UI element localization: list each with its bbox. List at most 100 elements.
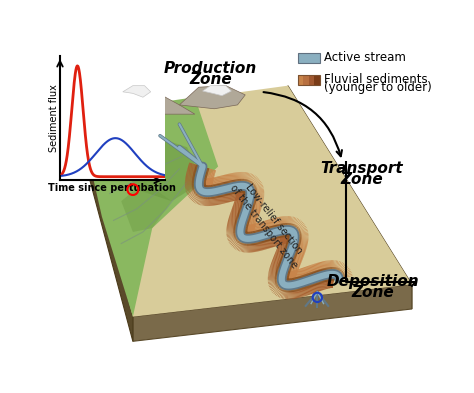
Polygon shape	[280, 233, 282, 238]
Polygon shape	[327, 279, 334, 285]
Polygon shape	[252, 186, 256, 189]
Polygon shape	[233, 180, 235, 184]
Bar	[314, 75, 319, 85]
Polygon shape	[303, 275, 306, 279]
Polygon shape	[188, 166, 196, 169]
Polygon shape	[204, 185, 206, 189]
Polygon shape	[204, 183, 212, 186]
Polygon shape	[332, 279, 333, 288]
Polygon shape	[289, 288, 290, 292]
Polygon shape	[290, 260, 294, 263]
Polygon shape	[234, 201, 243, 204]
Polygon shape	[236, 189, 238, 193]
Polygon shape	[294, 257, 302, 261]
Polygon shape	[253, 207, 261, 210]
Polygon shape	[203, 197, 205, 206]
Polygon shape	[262, 228, 264, 233]
Polygon shape	[250, 231, 252, 236]
Polygon shape	[327, 280, 329, 288]
Polygon shape	[275, 278, 279, 279]
Polygon shape	[295, 245, 300, 247]
Polygon shape	[204, 185, 206, 189]
Polygon shape	[123, 86, 151, 97]
Polygon shape	[292, 224, 294, 228]
Polygon shape	[319, 269, 322, 274]
Polygon shape	[246, 232, 247, 236]
Polygon shape	[248, 220, 256, 224]
Polygon shape	[269, 269, 277, 272]
Polygon shape	[228, 220, 237, 223]
Bar	[298, 75, 319, 85]
Polygon shape	[296, 270, 300, 278]
Polygon shape	[288, 223, 289, 228]
Polygon shape	[291, 224, 293, 228]
Polygon shape	[256, 243, 259, 252]
Polygon shape	[287, 275, 294, 280]
Polygon shape	[285, 279, 288, 283]
Polygon shape	[297, 237, 301, 238]
Polygon shape	[280, 240, 288, 243]
Polygon shape	[277, 248, 285, 252]
Polygon shape	[243, 241, 244, 245]
Polygon shape	[276, 234, 278, 239]
Polygon shape	[207, 170, 216, 173]
Polygon shape	[207, 198, 208, 206]
Polygon shape	[287, 235, 288, 244]
Polygon shape	[228, 194, 231, 202]
Polygon shape	[283, 216, 285, 225]
Polygon shape	[236, 238, 240, 241]
Polygon shape	[287, 277, 296, 279]
Polygon shape	[252, 231, 253, 236]
Polygon shape	[252, 198, 257, 199]
Polygon shape	[310, 285, 313, 294]
Polygon shape	[187, 169, 195, 173]
Polygon shape	[200, 193, 202, 198]
Polygon shape	[277, 246, 286, 251]
Polygon shape	[336, 268, 337, 272]
Polygon shape	[317, 270, 319, 275]
Polygon shape	[243, 231, 247, 232]
Polygon shape	[296, 242, 301, 244]
Polygon shape	[257, 223, 260, 231]
Polygon shape	[311, 264, 315, 273]
Polygon shape	[245, 172, 247, 181]
Polygon shape	[287, 268, 292, 270]
Polygon shape	[330, 279, 334, 288]
Polygon shape	[334, 267, 336, 272]
Polygon shape	[299, 245, 307, 248]
Polygon shape	[209, 178, 211, 187]
Polygon shape	[249, 207, 254, 209]
Polygon shape	[240, 188, 241, 193]
Polygon shape	[290, 259, 294, 262]
Polygon shape	[246, 231, 254, 233]
Polygon shape	[262, 221, 265, 230]
Polygon shape	[252, 190, 257, 191]
Polygon shape	[333, 276, 335, 281]
Polygon shape	[246, 230, 254, 233]
Polygon shape	[249, 232, 250, 237]
Polygon shape	[243, 188, 244, 193]
Polygon shape	[202, 177, 207, 178]
Polygon shape	[246, 225, 249, 233]
Polygon shape	[244, 189, 246, 193]
Polygon shape	[288, 272, 289, 280]
Polygon shape	[319, 269, 321, 274]
Polygon shape	[244, 224, 248, 226]
Polygon shape	[224, 191, 227, 196]
Polygon shape	[298, 289, 301, 298]
Polygon shape	[226, 182, 228, 186]
Polygon shape	[255, 230, 257, 235]
Polygon shape	[256, 223, 259, 231]
Polygon shape	[331, 260, 332, 268]
Polygon shape	[235, 242, 240, 250]
Polygon shape	[244, 232, 247, 236]
Polygon shape	[339, 271, 343, 274]
Polygon shape	[255, 184, 263, 187]
Polygon shape	[220, 176, 223, 184]
Polygon shape	[121, 136, 202, 201]
Polygon shape	[277, 265, 282, 268]
Polygon shape	[312, 271, 315, 276]
Polygon shape	[235, 220, 240, 222]
Polygon shape	[268, 282, 277, 284]
Polygon shape	[202, 185, 206, 188]
